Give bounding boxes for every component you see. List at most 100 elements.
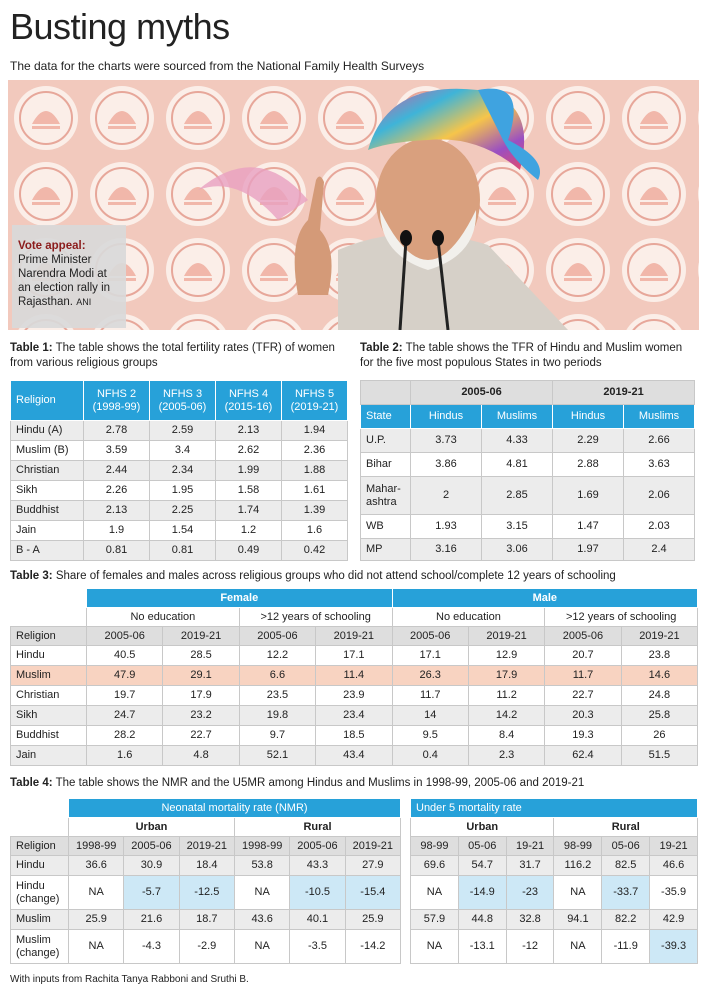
table-cell: 21.6: [123, 909, 180, 930]
table-cell: 27.9: [344, 855, 402, 876]
table-cell: 2.62: [215, 440, 282, 461]
cell-line: Muslim: [16, 933, 51, 946]
table-u5mr: Under 5 mortality rate Urban Rural 98-99 05-…: [409, 798, 699, 964]
table-cell: 1.88: [281, 460, 348, 481]
table-cell: -12: [505, 929, 555, 964]
table-cell: 19-21: [505, 836, 555, 856]
table-cell: 2005-06: [391, 626, 469, 646]
table-cell: -2.9: [178, 929, 235, 964]
table-cell: 2.44: [83, 460, 150, 481]
table-row: Jain 1.9 1.54 1.2 1.6: [10, 520, 348, 541]
table-cell: 2005-06: [85, 626, 164, 646]
cell-line: ashtra: [366, 495, 397, 508]
table-cell: Religion: [10, 380, 84, 421]
table-cell: 1.47: [552, 514, 624, 539]
table-cell: 43.4: [315, 745, 393, 766]
table-cell: MP: [360, 538, 411, 561]
table-cell: Hindu: [10, 645, 87, 666]
table-row: Religion NFHS 2 (1998-99) NFHS 3 (2005-06) NF…: [10, 380, 348, 421]
cell-line: (2019-21): [290, 400, 339, 413]
table-cell: NFHS 2 (1998-99): [83, 380, 150, 421]
turban: [368, 88, 525, 170]
table-row: Hindu (A) 2.78 2.59 2.13 1.94: [10, 420, 348, 441]
table-row: Sikh 24.7 23.2 19.8 23.4 14 14.2 20.3 25.8: [10, 705, 699, 726]
table-cell: -23: [505, 875, 555, 910]
table-row: Buddhist 28.2 22.7 9.7 18.5 9.5 8.4 19.3 26: [10, 725, 699, 746]
caption-text: The table shows the NMR and the U5MR amo…: [55, 777, 585, 789]
table-label: Table 4:: [10, 777, 53, 789]
table-caption: Table 2: The table shows the TFR of Hind…: [360, 341, 696, 371]
table-cell: 2.85: [481, 476, 553, 515]
table-cell: 1.74: [215, 500, 282, 521]
table-cell: NA: [67, 875, 125, 910]
table-cell: 19-21: [649, 836, 699, 856]
table-cell: 14.6: [620, 665, 699, 686]
table-cell: 18.4: [178, 855, 235, 876]
table-label: Table 2:: [360, 342, 403, 354]
table-cell: NA: [233, 875, 291, 910]
table-cell: -5.7: [123, 875, 180, 910]
table-cell: 2.25: [149, 500, 216, 521]
table-cell: NA: [553, 929, 603, 964]
table-cell: 0.81: [149, 540, 216, 561]
table-cell: 22.7: [544, 685, 622, 706]
table-cell: 18.7: [178, 909, 235, 930]
table-cell: Buddhist: [10, 725, 87, 746]
table-cell: -3.5: [289, 929, 346, 964]
table-cell: Hindus: [410, 404, 482, 429]
table-cell: 26: [620, 725, 699, 746]
table-cell: -13.1: [457, 929, 507, 964]
table-cell: 2019-21: [344, 836, 402, 856]
table-cell: NA: [67, 929, 125, 964]
table-cell: [360, 380, 411, 405]
table-cell: NFHS 5 (2019-21): [281, 380, 348, 421]
table-cell: 14: [391, 705, 469, 726]
table-cell: 18.5: [315, 725, 393, 746]
table-row: Sikh 2.26 1.95 1.58 1.61: [10, 480, 348, 501]
table-cell: 2.29: [552, 428, 624, 453]
table-cell: Religion: [10, 836, 69, 856]
table-cell: [10, 798, 69, 818]
table-schooling: Female Male No education >12 years of schoo…: [10, 588, 699, 766]
table-row: Christian 2.44 2.34 1.99 1.88: [10, 460, 348, 481]
cell-line: (change): [16, 892, 60, 905]
table-cell: 24.8: [620, 685, 699, 706]
microphone-head: [432, 230, 444, 246]
table-cell: 6.6: [238, 665, 317, 686]
table-cell: 25.9: [344, 909, 402, 930]
table-row: Christian 19.7 17.9 23.5 23.9 11.7 11.2 22.7 24.…: [10, 685, 699, 706]
table-cell: >12 years of schooling: [544, 607, 699, 627]
table-cell: 20.3: [544, 705, 622, 726]
table-cell: 3.06: [481, 538, 553, 561]
table-cell: 3.16: [410, 538, 482, 561]
table-cell: Religion: [10, 626, 87, 646]
table-cell: 1.95: [149, 480, 216, 501]
table-cell: -4.3: [123, 929, 180, 964]
photo: [8, 80, 699, 330]
table-cell: Jain: [10, 745, 87, 766]
table-nmr: Neonatal mortality rate (NMR) Urban Rural R…: [10, 798, 402, 964]
table-cell: 1.39: [281, 500, 348, 521]
table-cell: No education: [391, 607, 546, 627]
table-cell: 1998-99: [67, 836, 125, 856]
table-cell: 94.1: [553, 909, 603, 930]
table-cell: 2019-21: [178, 836, 235, 856]
table-cell: -10.5: [289, 875, 346, 910]
table-cell: 1998-99: [233, 836, 291, 856]
table-caption: Table 3: Share of females and males acro…: [10, 569, 700, 584]
table-cell: 43.3: [289, 855, 346, 876]
table-cell: 42.9: [649, 909, 699, 930]
table-cell: 1.6: [281, 520, 348, 541]
footer-credit: With inputs from Rachita Tanya Rabboni a…: [10, 974, 249, 985]
table-cell: 116.2: [553, 855, 603, 876]
table-cell: 8.4: [467, 725, 546, 746]
table-row: Muslim 47.9 29.1 6.6 11.4 26.3 17.9 11.7 14.6: [10, 665, 699, 686]
table-cell: Christian: [10, 460, 84, 481]
table-cell: -14.9: [457, 875, 507, 910]
table-row: Religion 1998-99 2005-06 2019-21 1998-99 2005…: [10, 836, 402, 856]
cell-line: Hindu: [16, 879, 45, 892]
table-cell: 11.2: [467, 685, 546, 706]
table-row: B - A 0.81 0.81 0.49 0.42: [10, 540, 348, 561]
table-cell: 3.73: [410, 428, 482, 453]
table-cell: -12.5: [178, 875, 235, 910]
